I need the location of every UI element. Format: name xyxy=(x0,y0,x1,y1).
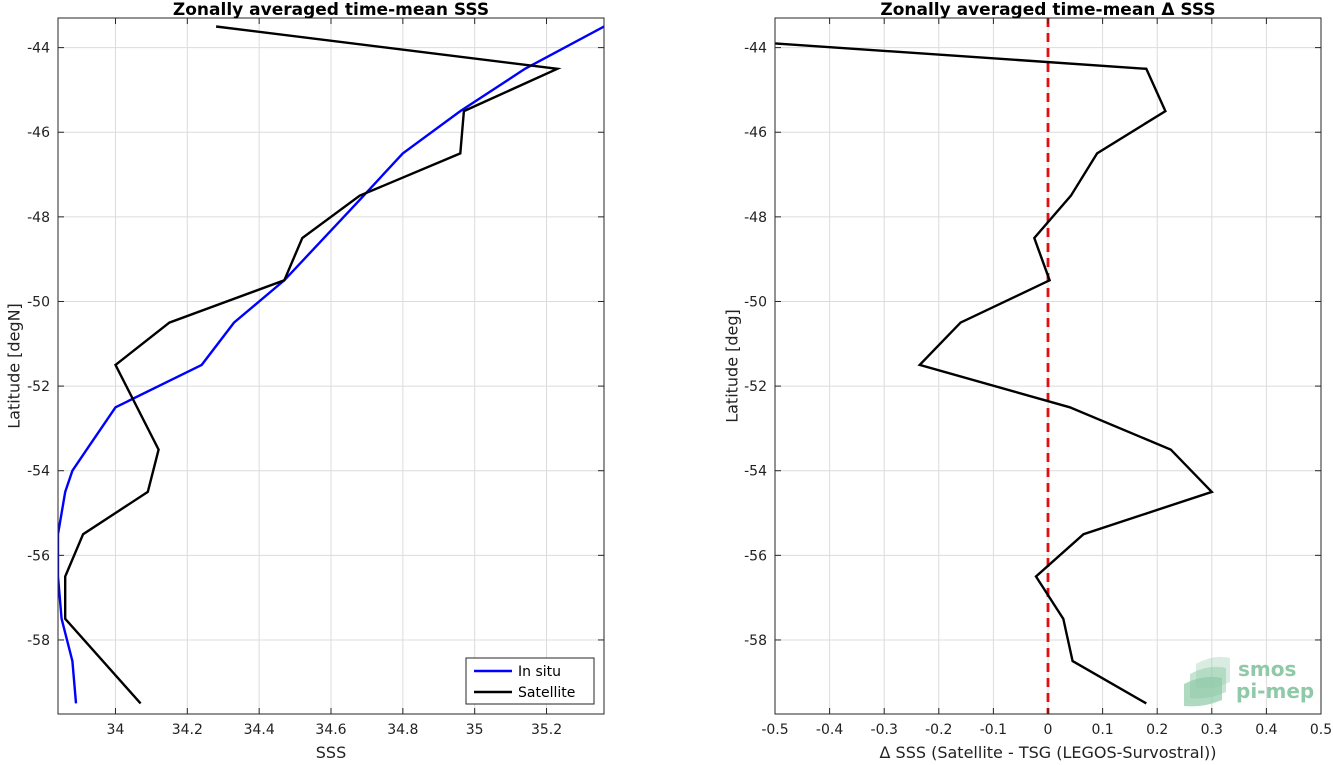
y-axis-label: Latitude [degN] xyxy=(5,303,24,429)
series-line-satellite xyxy=(63,25,562,705)
right-chart-panel: -0.5 -0.4 -0.3 -0.2 -0.1 0 0.1 0.2 0.3 0.4 0.5 -58 -… xyxy=(723,0,1333,762)
x-tick-label: 0.2 xyxy=(1146,722,1168,738)
logo-wave-shape xyxy=(1184,676,1222,707)
x-tick-label: 0.4 xyxy=(1255,722,1277,738)
y-tick-label: -50 xyxy=(744,294,767,310)
chart-title: Zonally averaged time-mean SSS xyxy=(173,0,489,20)
x-axis-label: SSS xyxy=(316,743,346,762)
series-line-delta-sss xyxy=(775,42,1214,705)
y-tick-label: -44 xyxy=(27,41,50,57)
x-tick-label: 0.1 xyxy=(1091,722,1113,738)
y-tick-label: -56 xyxy=(744,548,767,564)
x-tick-label: 34 xyxy=(107,722,125,738)
x-tick-label: 0 xyxy=(1044,722,1053,738)
x-tick-label: -0.5 xyxy=(761,722,788,738)
x-tick-label: -0.2 xyxy=(925,722,952,738)
left-chart-panel: 34 34.2 34.4 34.6 34.8 35 35.2 -58 -56 -54 -52 -50 -… xyxy=(5,0,605,762)
x-tick-label: 0.3 xyxy=(1201,722,1223,738)
logo-text-pi-mep: pi-mep xyxy=(1236,679,1314,703)
x-axis-label: Δ SSS (Satellite - TSG (LEGOS-Survostral… xyxy=(880,743,1217,762)
x-tick-label: 35 xyxy=(466,722,484,738)
y-tick-label: -44 xyxy=(744,41,767,57)
y-tick-label: -50 xyxy=(27,294,50,310)
y-tick-label: -46 xyxy=(744,125,767,141)
x-tick-label: -0.1 xyxy=(980,722,1007,738)
legend: In situ Satellite xyxy=(465,657,595,705)
x-tick-label: 35.2 xyxy=(531,722,562,738)
x-tick-label: 34.2 xyxy=(172,722,203,738)
y-tick-label: -52 xyxy=(27,379,50,395)
y-tick-label: -46 xyxy=(27,125,50,141)
y-tick-label: -54 xyxy=(744,464,767,480)
series-line-in-situ xyxy=(58,25,604,704)
chart-title: Zonally averaged time-mean Δ SSS xyxy=(880,0,1215,20)
x-tick-label: 34.8 xyxy=(387,722,418,738)
logo-text-smos: smos xyxy=(1238,657,1296,681)
y-tick-label: -48 xyxy=(744,210,767,226)
x-tick-label: 34.4 xyxy=(244,722,275,738)
legend-entry-label: Satellite xyxy=(518,685,575,701)
y-axis-label: Latitude [deg] xyxy=(723,309,742,423)
legend-entry-label: In situ xyxy=(518,664,561,680)
x-tick-label: 0.5 xyxy=(1310,722,1332,738)
y-tick-label: -58 xyxy=(744,633,767,649)
y-tick-label: -54 xyxy=(27,464,50,480)
y-tick-label: -56 xyxy=(27,548,50,564)
y-tick-label: -58 xyxy=(27,633,50,649)
legend-box xyxy=(465,657,595,705)
x-tick-label: -0.4 xyxy=(816,722,843,738)
y-tick-label: -52 xyxy=(744,379,767,395)
x-tick-label: 34.6 xyxy=(315,722,346,738)
y-tick-label: -48 xyxy=(27,210,50,226)
x-tick-label: -0.3 xyxy=(871,722,898,738)
